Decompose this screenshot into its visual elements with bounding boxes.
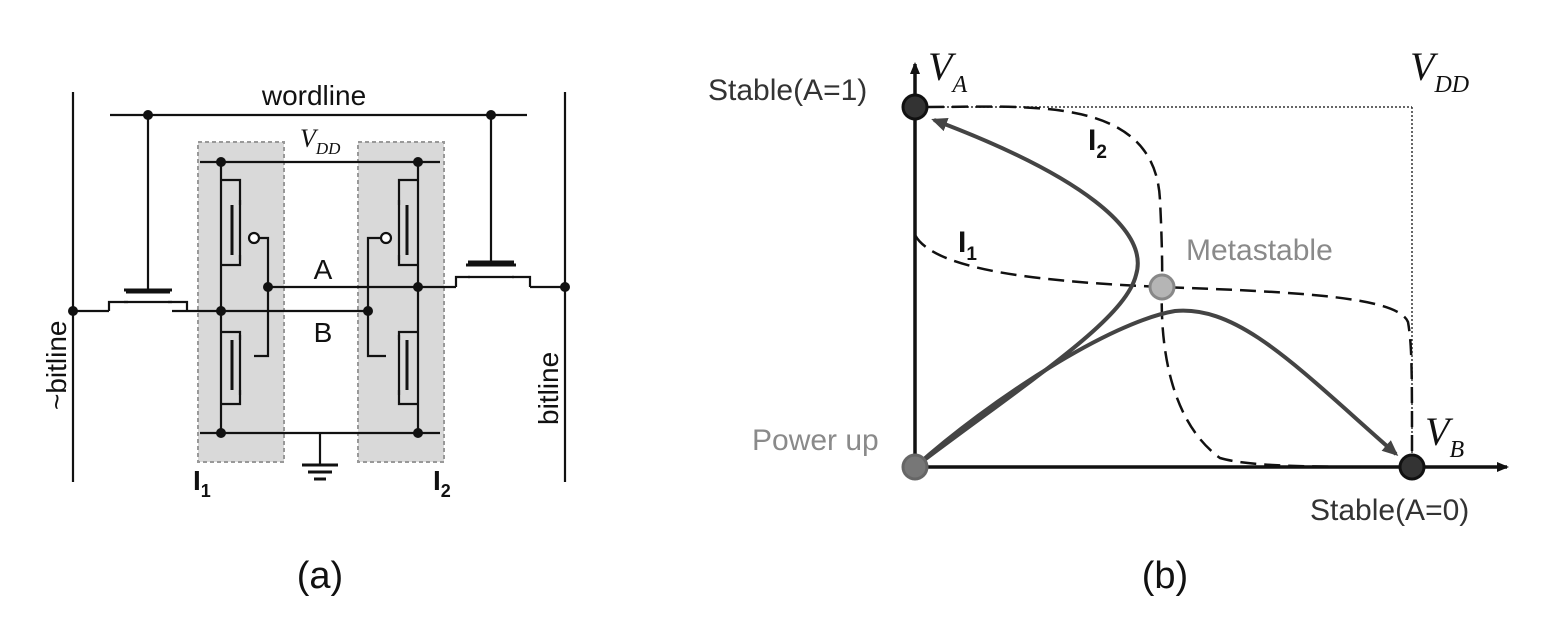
stable-a0-label: Stable(A=0) [1310,494,1469,527]
inverter-2-label: I2 [433,465,451,501]
caption-b: (b) [1142,555,1188,597]
curve-i2-label: I2 [1088,124,1107,163]
stable-a1-point [901,93,929,121]
caption-a: (a) [297,555,343,597]
trajectory-to-stable-a1 [913,118,1140,469]
metastable-label: Metastable [1186,234,1333,267]
wordline-label: wordline [261,80,366,111]
node-a-label: A [314,254,333,285]
stable-a1-label: Stable(A=1) [708,74,867,107]
ground-icon [302,433,338,481]
stable-a0-point [1398,453,1426,481]
vdd-label-b: VDD [1410,44,1469,98]
vdd-label-a: VDD [300,124,341,158]
node-b-label: B [314,317,333,348]
left-bitline-label: ~bitline [41,320,72,410]
junction-dots [68,110,570,438]
power-up-point [901,453,929,481]
sram-cell-schematic [71,92,567,482]
curve-i1-label: I1 [958,226,977,265]
inverter-2-box [357,141,445,463]
inverter-1-label: I1 [193,465,211,501]
phase-plot [901,62,1509,481]
right-bitline-label: bitline [533,352,564,425]
va-label: VA [928,44,967,98]
power-up-label: Power up [752,424,879,457]
curve-i1 [913,234,1414,456]
vb-label: VB [1425,409,1464,463]
metastable-point [1148,273,1176,301]
trajectory-to-stable-a0 [913,308,1399,469]
